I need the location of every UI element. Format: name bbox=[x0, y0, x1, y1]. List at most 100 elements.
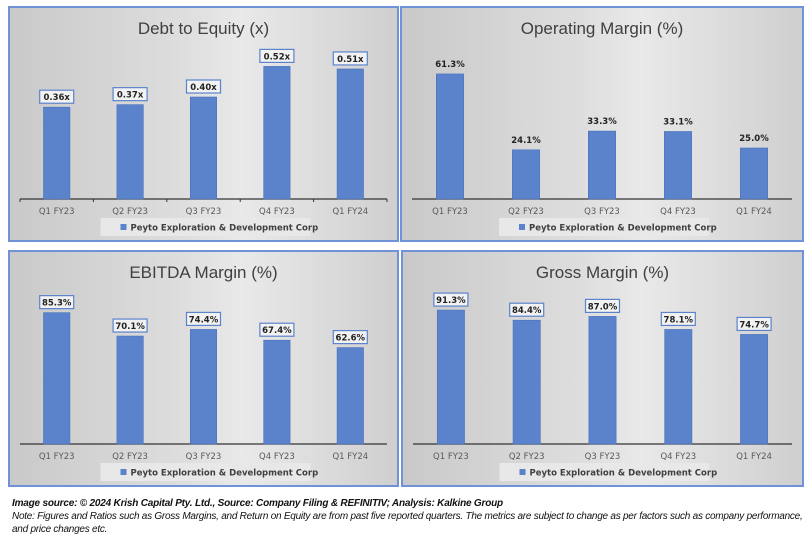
data-label-box bbox=[332, 51, 368, 66]
category-label: Q2 FY23 bbox=[509, 452, 545, 462]
data-label: 61.3% bbox=[435, 60, 465, 70]
category-label: Q4 FY23 bbox=[259, 207, 295, 217]
category-label: Q1 FY24 bbox=[736, 452, 772, 462]
chart-debt-to-equity: Debt to Equity (x) 0.36x Q1 FY23 0.37x Q2 FY… bbox=[19, 19, 388, 236]
data-label: 74.4% bbox=[189, 315, 219, 325]
footer: Image source: © 2024 Krish Capital Pty. … bbox=[12, 497, 807, 536]
bar bbox=[116, 104, 144, 200]
legend-box bbox=[499, 218, 709, 236]
legend-swatch bbox=[120, 469, 127, 475]
category-label: Q2 FY23 bbox=[112, 207, 148, 217]
data-label: 62.6% bbox=[336, 334, 366, 344]
category-label: Q1 FY23 bbox=[432, 207, 468, 217]
bar bbox=[43, 106, 71, 200]
bar bbox=[512, 319, 541, 445]
data-label-box bbox=[736, 316, 772, 332]
category-label: Q4 FY23 bbox=[259, 452, 295, 462]
data-label-box bbox=[185, 311, 222, 327]
data-label: 67.4% bbox=[262, 326, 292, 336]
legend-swatch bbox=[120, 224, 127, 230]
bar bbox=[664, 329, 693, 445]
bar bbox=[336, 68, 364, 200]
legend: Peyto Exploration & Development Corp bbox=[100, 218, 319, 236]
chart-ebitda-margin: EBITDA Margin (%) 85.3% Q1 FY23 70.1% Q2 FY2… bbox=[20, 263, 387, 481]
legend: Peyto Exploration & Development Corp bbox=[499, 463, 718, 481]
chart-operating-margin: Operating Margin (%) 61.3% Q1 FY23 24.1% Q2 … bbox=[412, 19, 792, 236]
data-label: 0.52x bbox=[264, 52, 291, 62]
data-label: 25.0% bbox=[739, 134, 769, 144]
data-label-box bbox=[112, 318, 148, 333]
data-label-box bbox=[660, 311, 696, 327]
data-label-box bbox=[112, 87, 148, 102]
bar bbox=[263, 66, 291, 200]
data-label: 78.1% bbox=[664, 315, 694, 325]
data-label-box bbox=[185, 79, 222, 94]
chart-title: Debt to Equity (x) bbox=[138, 19, 269, 38]
category-label: Q3 FY23 bbox=[186, 207, 222, 217]
bar bbox=[588, 316, 617, 445]
data-label-box bbox=[39, 295, 75, 310]
bar bbox=[436, 309, 465, 445]
legend-swatch bbox=[519, 469, 526, 475]
data-label-box bbox=[259, 48, 295, 64]
category-label: Q3 FY23 bbox=[186, 452, 222, 462]
chart-panel-debt-to-equity: Debt to Equity (x) 0.36x Q1 FY23 0.37x Q2 FY… bbox=[8, 6, 399, 242]
data-label: 0.40x bbox=[190, 83, 217, 93]
legend-label: Peyto Exploration & Development Corp bbox=[529, 224, 717, 234]
legend-label: Peyto Exploration & Development Corp bbox=[530, 469, 718, 479]
legend-label: Peyto Exploration & Development Corp bbox=[131, 469, 319, 479]
bar bbox=[116, 335, 144, 445]
legend-box bbox=[499, 463, 710, 481]
legend: Peyto Exploration & Development Corp bbox=[100, 463, 319, 481]
data-label: 0.51x bbox=[337, 55, 364, 65]
data-label: 91.3% bbox=[436, 296, 466, 306]
bar bbox=[588, 130, 616, 200]
category-label: Q2 FY23 bbox=[112, 452, 148, 462]
category-label: Q1 FY24 bbox=[332, 452, 368, 462]
data-label-box bbox=[39, 89, 75, 104]
data-label-box bbox=[509, 302, 545, 317]
category-label: Q3 FY23 bbox=[585, 452, 621, 462]
data-label: 85.3% bbox=[42, 299, 72, 309]
data-label: 0.37x bbox=[117, 91, 144, 101]
legend-label: Peyto Exploration & Development Corp bbox=[131, 224, 319, 234]
data-label: 87.0% bbox=[588, 302, 618, 312]
legend-swatch bbox=[519, 224, 525, 230]
category-label: Q2 FY23 bbox=[508, 207, 544, 217]
bar bbox=[664, 131, 692, 200]
category-label: Q3 FY23 bbox=[584, 207, 620, 217]
category-label: Q1 FY23 bbox=[39, 207, 75, 217]
chart-panel-ebitda-margin: EBITDA Margin (%) 85.3% Q1 FY23 70.1% Q2 FY2… bbox=[8, 250, 399, 487]
bar bbox=[43, 312, 71, 445]
category-label: Q4 FY23 bbox=[660, 207, 696, 217]
category-label: Q1 FY24 bbox=[332, 207, 368, 217]
chart-gross-margin: Gross Margin (%) 91.3% Q1 FY23 84.4% Q2 FY23… bbox=[413, 263, 792, 481]
data-label: 33.3% bbox=[587, 117, 617, 127]
data-label: 24.1% bbox=[511, 136, 541, 146]
bar bbox=[263, 339, 291, 445]
chart-panel-operating-margin: Operating Margin (%) 61.3% Q1 FY23 24.1% Q2 … bbox=[400, 6, 804, 242]
bar bbox=[189, 96, 218, 200]
category-label: Q1 FY23 bbox=[39, 452, 75, 462]
legend: Peyto Exploration & Development Corp bbox=[499, 218, 717, 236]
image-source-text: Image source: © 2024 Krish Capital Pty. … bbox=[12, 498, 503, 509]
note-text: Note: Figures and Ratios such as Gross M… bbox=[12, 511, 803, 535]
category-label: Q1 FY24 bbox=[736, 207, 772, 217]
bar bbox=[189, 329, 218, 445]
bar bbox=[336, 347, 364, 445]
chart-title: Operating Margin (%) bbox=[521, 19, 684, 38]
chart-title: Gross Margin (%) bbox=[536, 263, 669, 282]
bar bbox=[512, 149, 540, 200]
legend-box bbox=[100, 463, 311, 481]
data-label: 74.7% bbox=[739, 320, 769, 330]
data-label: 33.1% bbox=[663, 117, 693, 127]
data-label: 0.36x bbox=[43, 93, 70, 103]
legend-box bbox=[100, 218, 311, 236]
chart-panel-gross-margin: Gross Margin (%) 91.3% Q1 FY23 84.4% Q2 FY23… bbox=[401, 250, 804, 487]
data-label: 84.4% bbox=[512, 306, 542, 316]
data-label-box bbox=[584, 298, 621, 314]
data-label: 70.1% bbox=[115, 322, 145, 332]
data-label-box bbox=[332, 329, 368, 345]
bar bbox=[740, 147, 768, 200]
category-label: Q4 FY23 bbox=[660, 452, 696, 462]
